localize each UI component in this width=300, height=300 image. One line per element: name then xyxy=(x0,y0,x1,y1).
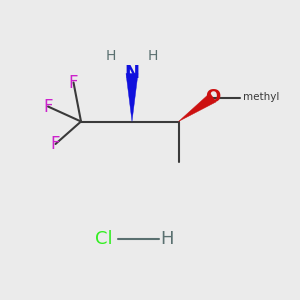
Text: H: H xyxy=(148,49,158,62)
Text: N: N xyxy=(124,64,140,82)
Text: Cl: Cl xyxy=(95,230,112,247)
Text: F: F xyxy=(69,74,78,92)
Text: methyl: methyl xyxy=(243,92,279,103)
Text: H: H xyxy=(160,230,173,247)
Text: F: F xyxy=(43,98,53,116)
Text: F: F xyxy=(51,135,60,153)
Polygon shape xyxy=(126,74,138,122)
Text: O: O xyxy=(206,88,220,106)
Polygon shape xyxy=(178,93,216,122)
Text: H: H xyxy=(106,49,116,62)
